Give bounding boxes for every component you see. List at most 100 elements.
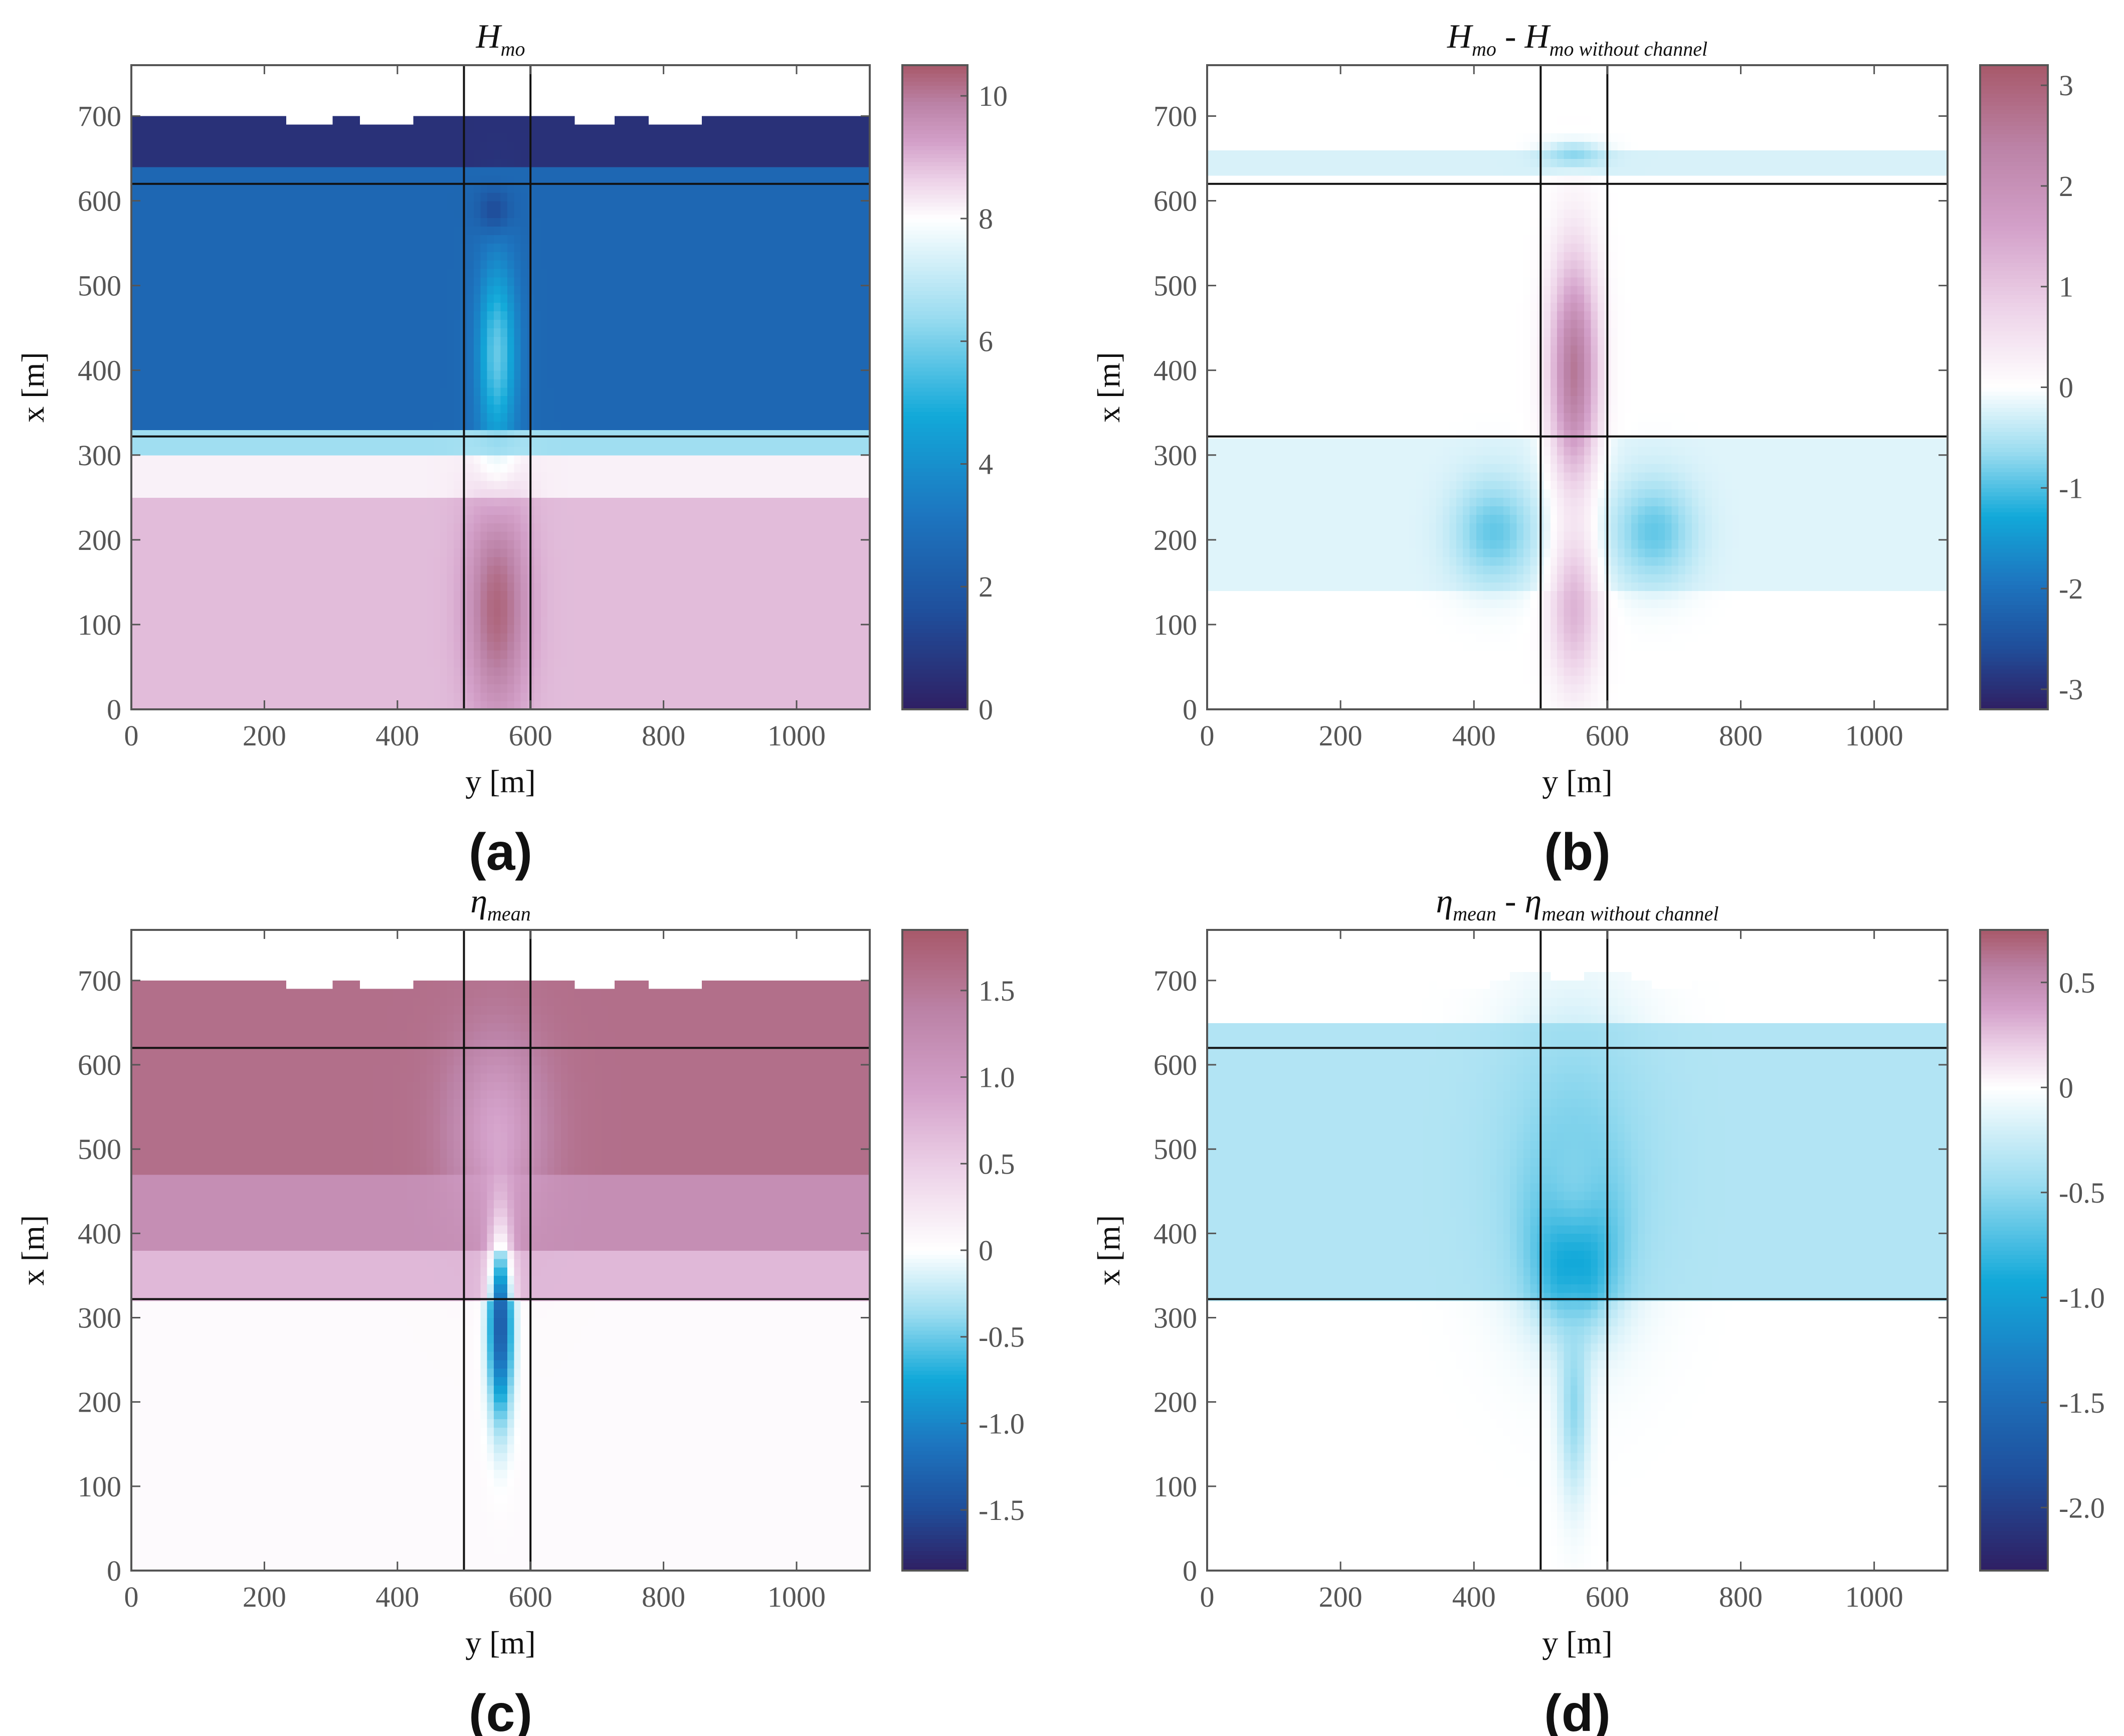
- heatmap-cell: [474, 625, 481, 634]
- heatmap-cell: [709, 684, 716, 693]
- heatmap-cell: [534, 625, 541, 634]
- heatmap-cell: [199, 675, 206, 684]
- heatmap-cell: [628, 675, 635, 684]
- heatmap-cell: [393, 675, 400, 684]
- heatmap-cell: [366, 633, 373, 642]
- heatmap-cell: [810, 659, 817, 668]
- heatmap-cell: [171, 684, 178, 693]
- heatmap-cell: [561, 692, 568, 701]
- heatmap-cell: [514, 650, 521, 659]
- heatmap-cell: [420, 650, 427, 659]
- heatmap-cell: [521, 633, 528, 642]
- heatmap-cell: [480, 667, 487, 676]
- heatmap-cell: [608, 667, 615, 676]
- heatmap-cell: [467, 650, 474, 659]
- heatmap-cell: [326, 675, 333, 684]
- heatmap-cell: [487, 650, 494, 659]
- heatmap-cell: [648, 650, 655, 659]
- heatmap-cell: [239, 692, 246, 701]
- heatmap-cell: [252, 692, 259, 701]
- heatmap-cell: [642, 616, 649, 625]
- heatmap-cell: [246, 675, 253, 684]
- heatmap-cell: [306, 692, 313, 701]
- heatmap-cell: [192, 608, 199, 617]
- heatmap-cell: [339, 692, 346, 701]
- heatmap-cell: [447, 684, 454, 693]
- heatmap-cell: [333, 667, 340, 676]
- heatmap-cell: [427, 616, 434, 625]
- heatmap-cell: [440, 633, 447, 642]
- heatmap-cell: [454, 625, 461, 634]
- heatmap-cell: [655, 692, 662, 701]
- heatmap-cell: [541, 625, 548, 634]
- heatmap-cell: [648, 642, 655, 651]
- heatmap-cell: [339, 675, 346, 684]
- heatmap-cell: [219, 659, 226, 668]
- heatmap-cell: [151, 684, 158, 693]
- heatmap-cell: [547, 692, 554, 701]
- heatmap-cell: [501, 692, 508, 701]
- heatmap-cell: [635, 642, 642, 651]
- heatmap-cell: [178, 642, 185, 651]
- heatmap-cell: [266, 650, 273, 659]
- heatmap-cell: [454, 684, 461, 693]
- heatmap-cell: [803, 692, 810, 701]
- heatmap-cell: [776, 633, 783, 642]
- heatmap-cell: [769, 642, 776, 651]
- heatmap-cell: [393, 633, 400, 642]
- heatmap-cell: [319, 675, 326, 684]
- heatmap-cell: [232, 625, 239, 634]
- heatmap-cell: [339, 659, 346, 668]
- heatmap-cell: [212, 633, 219, 642]
- heatmap-cell: [554, 642, 561, 651]
- heatmap-cell: [313, 659, 320, 668]
- heatmap-cell: [843, 667, 850, 676]
- heatmap-cell: [608, 642, 615, 651]
- heatmap-cell: [642, 684, 649, 693]
- heatmap-cell: [601, 667, 608, 676]
- heatmap-cell: [467, 633, 474, 642]
- heatmap-cell: [359, 675, 366, 684]
- heatmap-cell: [655, 642, 662, 651]
- heatmap-cell: [581, 625, 588, 634]
- heatmap-cell: [695, 659, 702, 668]
- heatmap-cell: [823, 616, 830, 625]
- heatmap-cell: [339, 633, 346, 642]
- heatmap-cell: [165, 667, 172, 676]
- heatmap-cell: [608, 625, 615, 634]
- heatmap-cell: [266, 633, 273, 642]
- heatmap-cell: [279, 659, 286, 668]
- heatmap-cell: [239, 625, 246, 634]
- heatmap-cell: [259, 633, 266, 642]
- heatmap-cell: [642, 625, 649, 634]
- heatmap-cell: [501, 642, 508, 651]
- heatmap-cell: [373, 692, 380, 701]
- heatmap-cell: [259, 616, 266, 625]
- heatmap-cell: [608, 675, 615, 684]
- heatmap-cell: [266, 684, 273, 693]
- heatmap-cell: [145, 659, 152, 668]
- heatmap-cell: [145, 650, 152, 659]
- heatmap-cell: [541, 642, 548, 651]
- heatmap-cell: [574, 675, 582, 684]
- heatmap-cell: [151, 667, 158, 676]
- heatmap-cell: [292, 667, 299, 676]
- heatmap-cell: [205, 625, 212, 634]
- heatmap-cell: [158, 633, 165, 642]
- heatmap-cell: [789, 633, 796, 642]
- heatmap-cell: [588, 684, 595, 693]
- heatmap-cell: [507, 684, 514, 693]
- heatmap-cell: [642, 675, 649, 684]
- heatmap-cell: [615, 650, 622, 659]
- heatmap-cell: [628, 650, 635, 659]
- heatmap-cell: [171, 659, 178, 668]
- heatmap-cell: [420, 659, 427, 668]
- heatmap-cell: [205, 692, 212, 701]
- heatmap-cell: [554, 633, 561, 642]
- heatmap-cell: [427, 667, 434, 676]
- heatmap-cell: [601, 616, 608, 625]
- heatmap-cell: [239, 667, 246, 676]
- heatmap-cell: [796, 675, 803, 684]
- heatmap-cell: [628, 642, 635, 651]
- heatmap-cell: [353, 625, 360, 634]
